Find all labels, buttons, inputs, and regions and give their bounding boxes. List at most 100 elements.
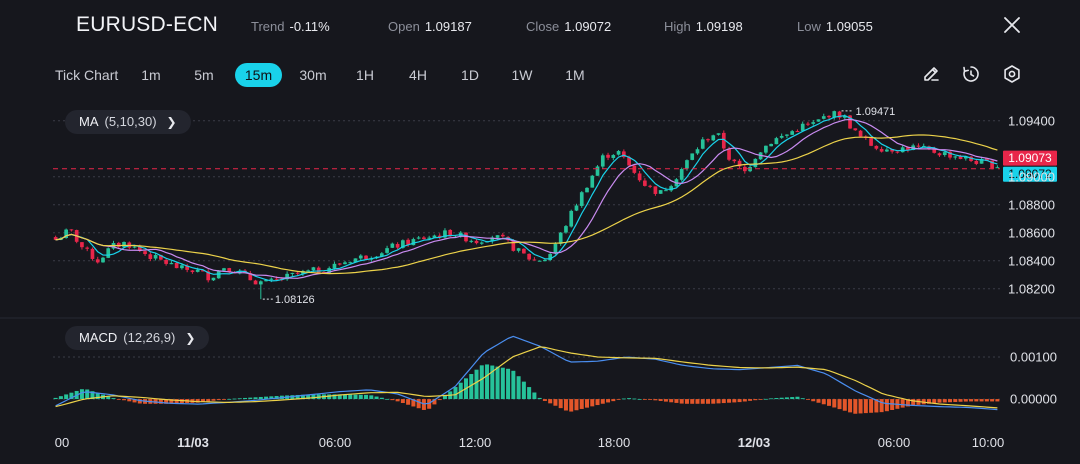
candle-body bbox=[516, 248, 521, 251]
candle-body bbox=[169, 263, 174, 265]
macd-histogram-bar bbox=[937, 399, 942, 403]
close-icon[interactable] bbox=[1002, 15, 1022, 35]
ma-indicator-pill[interactable]: MA (5,10,30) ❯ bbox=[65, 110, 191, 134]
candle-body bbox=[132, 246, 137, 248]
macd-histogram-bar bbox=[890, 399, 895, 411]
candle-body bbox=[779, 135, 784, 138]
tab-4h[interactable]: 4H bbox=[409, 67, 427, 83]
macd-histogram-bar bbox=[800, 398, 805, 400]
candle-body bbox=[595, 166, 600, 176]
x-tick-label: 06:00 bbox=[878, 435, 911, 450]
candle-body bbox=[116, 242, 121, 247]
ask-price-label: 1.09073 bbox=[1008, 151, 1052, 165]
timer-icon[interactable] bbox=[960, 63, 982, 85]
candle-body bbox=[569, 210, 574, 227]
macd-histogram-bar bbox=[874, 399, 879, 413]
candle-body bbox=[80, 242, 84, 248]
tab-15m[interactable]: 15m bbox=[235, 63, 282, 87]
candle-body bbox=[764, 145, 768, 153]
macd-histogram-bar bbox=[295, 394, 300, 400]
candle-body bbox=[511, 239, 516, 251]
candle-body bbox=[806, 123, 810, 125]
macd-histogram-bar bbox=[753, 399, 758, 401]
candle-body bbox=[648, 185, 652, 187]
macd-histogram-bar bbox=[816, 399, 821, 403]
candle-body bbox=[90, 248, 95, 259]
macd-histogram-bar bbox=[243, 397, 248, 400]
macd-histogram-bar bbox=[558, 399, 563, 409]
macd-histogram-bar bbox=[821, 399, 826, 405]
macd-histogram-bar bbox=[553, 399, 558, 406]
candle-body bbox=[106, 248, 111, 258]
candle-body bbox=[637, 173, 642, 181]
macd-histogram-bar bbox=[474, 369, 479, 400]
macd-histogram-bar bbox=[663, 399, 668, 402]
macd-histogram-bar bbox=[984, 399, 989, 402]
draw-icon[interactable] bbox=[920, 63, 942, 85]
tab-1h[interactable]: 1H bbox=[356, 67, 374, 83]
macd-histogram-bar bbox=[721, 399, 726, 404]
stat-high: High 1.09198 bbox=[664, 19, 743, 34]
macd-histogram-bar bbox=[132, 399, 137, 403]
candle-body bbox=[490, 237, 495, 242]
x-tick-label: 18:00 bbox=[598, 435, 631, 450]
low-annotation-label: 1.08126 bbox=[275, 294, 315, 306]
candle-body bbox=[553, 243, 558, 254]
chart-axes: 1.09400 1.09000 1.08800 1.08600 1.08400 1.082… bbox=[55, 113, 1057, 450]
tab-5m[interactable]: 5m bbox=[194, 67, 214, 83]
macd-histogram-bar bbox=[879, 399, 884, 413]
candle-body bbox=[574, 205, 579, 211]
candle-body bbox=[532, 259, 537, 261]
candle-body bbox=[890, 149, 894, 152]
candle-body bbox=[185, 265, 189, 270]
macd-histogram-bar bbox=[858, 399, 863, 414]
macd-histogram-bar bbox=[269, 396, 274, 400]
tab-1mo[interactable]: 1M bbox=[565, 67, 585, 83]
macd-histogram-bar bbox=[406, 399, 411, 405]
macd-line bbox=[55, 335, 998, 411]
macd-histogram-bar bbox=[784, 397, 789, 400]
macd-histogram-bar bbox=[690, 399, 695, 404]
macd-indicator-pill[interactable]: MACD (12,26,9) ❯ bbox=[65, 326, 210, 350]
candle-body bbox=[122, 241, 126, 248]
macd-histogram-bar bbox=[421, 399, 426, 410]
macd-histogram-bar bbox=[290, 395, 295, 400]
settings-icon[interactable] bbox=[1001, 63, 1023, 85]
candle-body bbox=[201, 270, 205, 272]
candle-body bbox=[753, 158, 758, 168]
tab-1d[interactable]: 1D bbox=[461, 67, 479, 83]
tab-1w[interactable]: 1W bbox=[511, 67, 533, 83]
indicator-lines bbox=[55, 114, 998, 411]
candle-body bbox=[963, 156, 968, 159]
tab-1m[interactable]: 1m bbox=[141, 67, 161, 83]
candle-body bbox=[937, 153, 942, 156]
macd-histogram-bar bbox=[306, 394, 311, 400]
x-tick-label: 11/03 bbox=[177, 435, 209, 450]
candle-body bbox=[669, 186, 674, 191]
macd-histogram-bar bbox=[432, 399, 437, 405]
macd-histogram-bar bbox=[469, 374, 474, 400]
price-tick-label: 1.08400 bbox=[1008, 253, 1055, 268]
macd-histogram-bar bbox=[248, 397, 253, 400]
x-tick-label: 00 bbox=[55, 435, 69, 450]
macd-histogram-bar bbox=[632, 398, 637, 400]
macd-histogram-bar bbox=[58, 396, 63, 400]
candle-body bbox=[474, 240, 479, 244]
tab-30m[interactable]: 30m bbox=[299, 67, 327, 83]
macd-histogram-bar bbox=[627, 398, 632, 400]
macd-histogram-bar bbox=[311, 394, 316, 400]
macd-histogram-bar bbox=[511, 370, 516, 400]
chevron-right-icon: ❯ bbox=[166, 115, 177, 129]
macd-histogram-bar bbox=[884, 399, 889, 412]
macd-histogram-bar bbox=[258, 396, 263, 400]
macd-histogram-bar bbox=[400, 399, 405, 404]
macd-histogram-bar bbox=[563, 399, 568, 411]
macd-histogram-bar bbox=[548, 399, 553, 404]
candle-body bbox=[543, 259, 547, 262]
macd-histogram-bar bbox=[674, 399, 679, 403]
candle-body bbox=[558, 232, 563, 244]
macd-histogram-bar bbox=[948, 399, 953, 403]
macd-histogram-bar bbox=[106, 396, 111, 400]
tick-chart-button[interactable]: Tick Chart bbox=[55, 67, 119, 83]
